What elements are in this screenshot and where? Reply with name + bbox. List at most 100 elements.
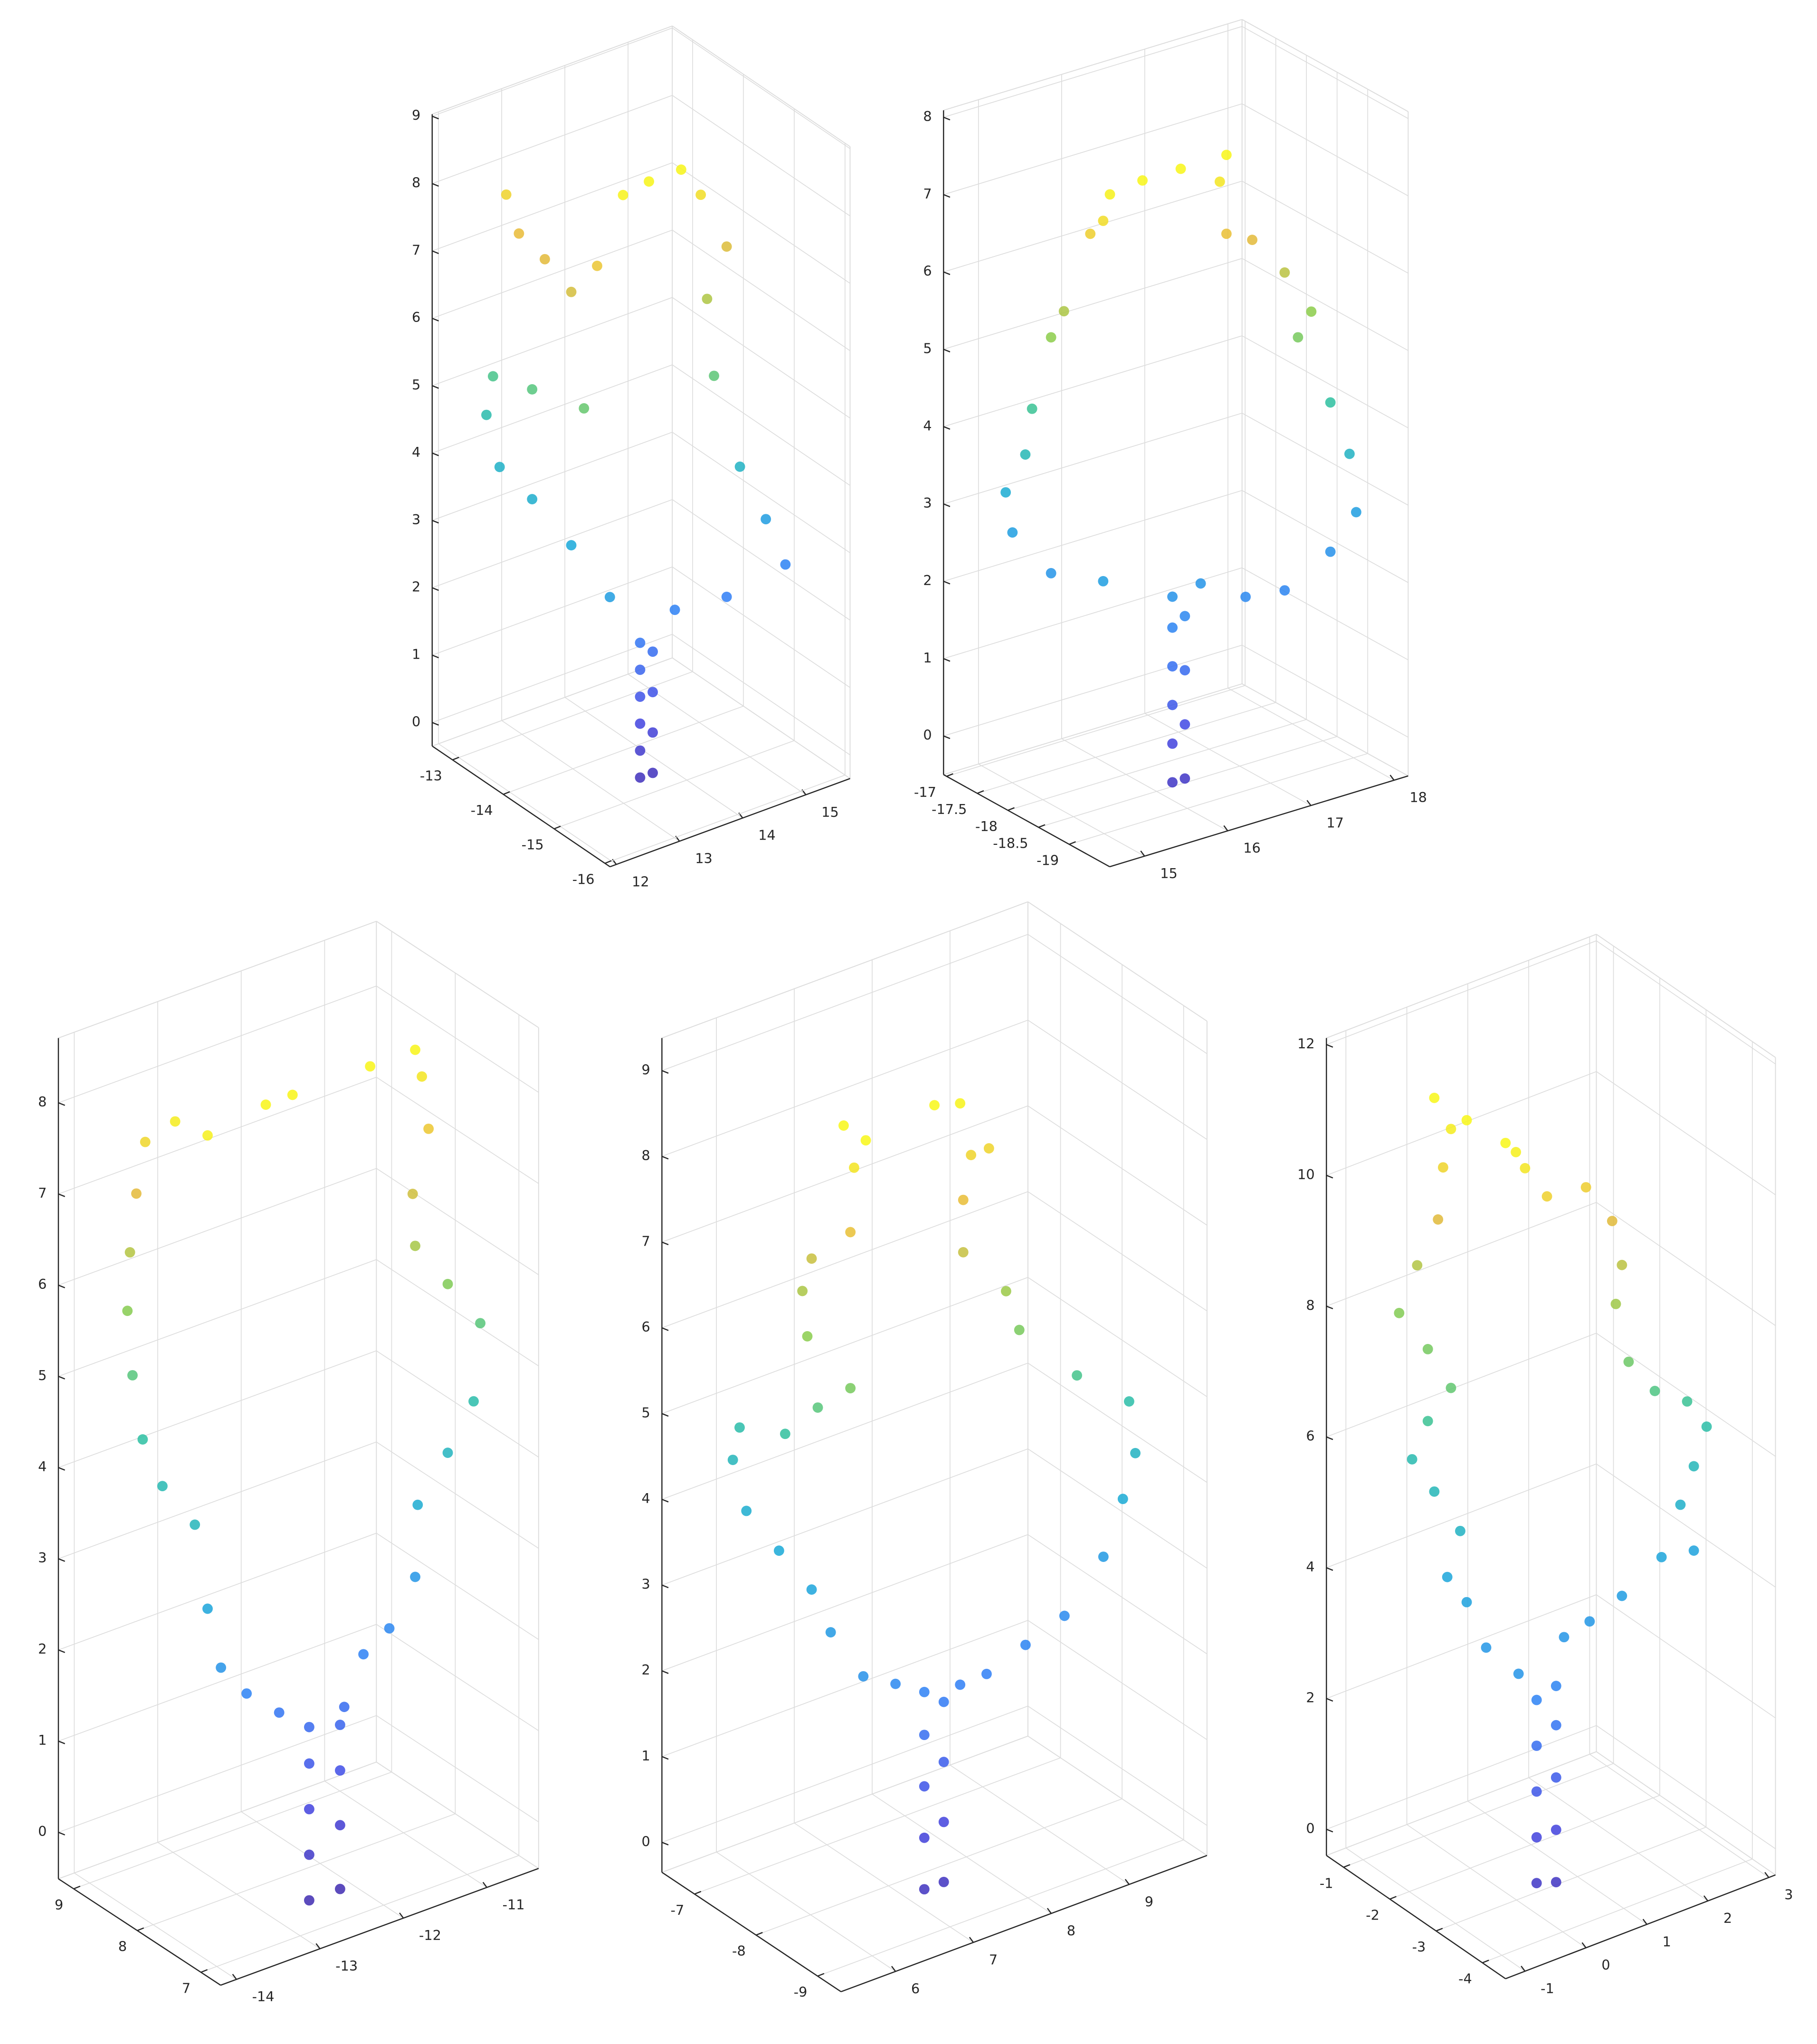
grid-line [662, 1448, 1028, 1586]
point [410, 1044, 420, 1055]
point [407, 1189, 418, 1199]
box-edge [1242, 19, 1408, 112]
y-tick [756, 1932, 763, 1936]
point [1461, 1115, 1472, 1126]
grid-line [662, 1705, 1028, 1843]
point [468, 1396, 479, 1407]
point [1325, 397, 1336, 408]
z-tick-label: 5 [412, 377, 420, 393]
grid-line [1528, 1777, 1708, 1902]
point [1584, 1616, 1595, 1627]
box-edge [376, 1761, 539, 1869]
grid-line [58, 1077, 377, 1194]
grid-line [432, 229, 673, 319]
point [1701, 1421, 1712, 1432]
grid-line [58, 985, 377, 1103]
point [1175, 163, 1186, 174]
z-tick-label: 6 [38, 1276, 47, 1292]
point [1027, 403, 1037, 414]
grid-line [672, 364, 851, 486]
point [955, 1679, 966, 1690]
point [1617, 1259, 1627, 1270]
y-tick-label: -9 [794, 1984, 808, 2000]
grid-line [672, 297, 851, 419]
grid-line [376, 1077, 539, 1184]
z-tick-label: 4 [38, 1458, 47, 1475]
z-tick-label: 2 [1306, 1690, 1314, 1706]
grid-line [1326, 1463, 1597, 1568]
point [287, 1089, 298, 1100]
grid-line [432, 364, 673, 454]
grid-line [1061, 738, 1228, 832]
z-tick [58, 1832, 66, 1836]
point [635, 718, 646, 729]
grid-line [943, 180, 1242, 273]
y-tick-label: 8 [118, 1939, 127, 1955]
z-tick-label: 10 [1297, 1166, 1314, 1183]
z-tick-label: 12 [1297, 1036, 1314, 1052]
grid-line [438, 743, 617, 865]
point [919, 1884, 930, 1895]
point [780, 559, 791, 570]
grid-line [672, 432, 851, 553]
y-tick-label: -17 [914, 784, 936, 800]
grid-line [1027, 1191, 1208, 1312]
grid-line [1242, 26, 1408, 119]
point [1180, 665, 1190, 676]
point [274, 1707, 285, 1718]
x-axis [1109, 775, 1408, 868]
point [131, 1188, 142, 1199]
z-tick [1326, 1828, 1333, 1833]
point [734, 1422, 745, 1433]
point [1433, 1214, 1444, 1225]
point [1531, 1694, 1542, 1705]
point [170, 1116, 181, 1127]
z-tick [943, 580, 951, 585]
point [1551, 1772, 1561, 1783]
z-tick [943, 658, 951, 662]
box-edge [58, 1761, 377, 1880]
point [1455, 1525, 1465, 1536]
z-tick [943, 426, 951, 430]
point [938, 1817, 949, 1827]
point [644, 176, 655, 187]
point [365, 1061, 376, 1072]
point [334, 1765, 345, 1776]
z-tick-label: 6 [642, 1319, 650, 1335]
z-tick-label: 3 [38, 1550, 47, 1566]
point [845, 1227, 856, 1238]
box-edge [1596, 934, 1776, 1058]
point [304, 1849, 314, 1860]
y-tick-label: 9 [55, 1897, 63, 1913]
z-tick-label: 6 [412, 309, 420, 325]
grid-line [241, 1811, 404, 1919]
panel: 15 16 17 18 -19 -18.5-18 -17.5-17 0 1 2 3 4 5 6 7 8 [914, 19, 1427, 881]
point [958, 1194, 969, 1205]
point [958, 1247, 969, 1258]
point [1551, 1681, 1561, 1691]
z-tick [432, 520, 439, 524]
grid-line [672, 229, 851, 351]
point [157, 1481, 168, 1492]
grid-line [672, 499, 851, 621]
point [1649, 1386, 1660, 1396]
z-tick-label: 5 [38, 1367, 47, 1383]
x-tick-label: -12 [419, 1927, 441, 1943]
x-tick-label: 8 [1067, 1922, 1075, 1939]
grid-line [1242, 335, 1408, 428]
grid-line [1596, 1463, 1776, 1588]
grid-line [1144, 713, 1311, 806]
y-tick [1343, 1864, 1351, 1868]
grid-line [946, 685, 1246, 777]
point [417, 1071, 428, 1082]
z-tick-label: 7 [412, 242, 420, 258]
y-tick [1389, 1896, 1397, 1900]
z-tick-label: 4 [412, 444, 420, 460]
grid-line [943, 644, 1242, 737]
point [938, 1876, 949, 1887]
y-tick [817, 1973, 825, 1977]
box-edge [943, 683, 1242, 776]
grid-line [74, 1873, 237, 1980]
z-tick-label: 9 [412, 107, 420, 123]
z-tick [432, 385, 439, 389]
